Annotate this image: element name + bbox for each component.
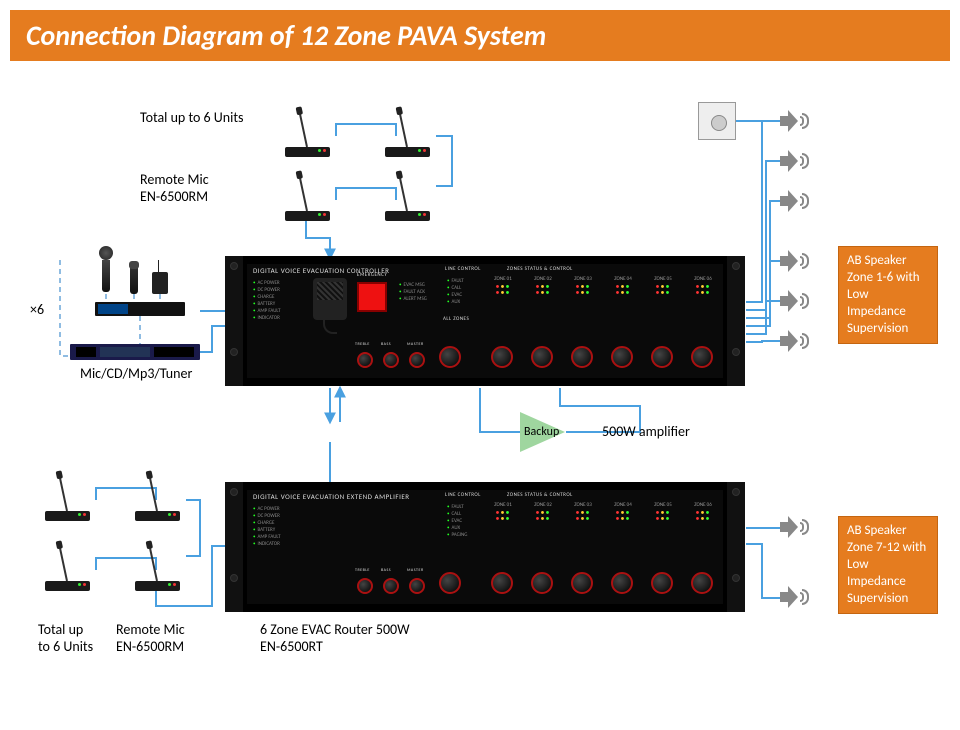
label-total-up-6-top: Total up to 6 Units (140, 110, 244, 127)
speaker-top-5 (780, 330, 810, 352)
amp-label: 500W amplifier (602, 424, 690, 441)
label-router: 6 Zone EVAC Router 500W EN-6500RT (260, 622, 410, 656)
zone-3: ZONE 04•••••• (603, 502, 643, 522)
speaker-bot-1 (780, 586, 810, 608)
wireless-bodypack-icon (152, 272, 168, 294)
label-remote-mic-bot: Remote Mic EN-6500RM (116, 622, 185, 656)
tuner-unit-icon (70, 344, 200, 360)
eq-knob-master[interactable] (409, 578, 425, 594)
zone-knob-4[interactable] (651, 346, 673, 368)
eq-knob-treble[interactable] (357, 578, 373, 594)
wireless-handheld-icon (130, 264, 138, 294)
zone-knob-1[interactable] (531, 572, 553, 594)
zone-knob-2[interactable] (571, 346, 593, 368)
zone-2: ZONE 03•••••• (563, 502, 603, 522)
rack-unit-router: DIGITAL VOICE EVACUATION EXTEND AMPLIFIE… (225, 482, 745, 612)
gooseneck-mic-top-1 (380, 102, 435, 157)
zone-4: ZONE 05•••••• (643, 276, 683, 296)
master-knob[interactable] (439, 346, 461, 368)
zone-0: ZONE 01•••••• (483, 502, 523, 522)
eq-knob-bass[interactable] (383, 352, 399, 368)
zone-knob-4[interactable] (651, 572, 673, 594)
line-control-label-2: LINE CONTROL (445, 492, 481, 498)
vocal-mic-icon (100, 246, 112, 292)
emergency-label: EMERGENCY (357, 272, 387, 278)
zone-knob-3[interactable] (611, 346, 633, 368)
backup-label: Backup (524, 425, 559, 439)
emergency-button[interactable] (357, 282, 387, 312)
gooseneck-mic-bot-0 (40, 466, 95, 521)
rack2-title: DIGITAL VOICE EVACUATION EXTEND AMPLIFIE… (253, 492, 410, 501)
line-control-label: LINE CONTROL (445, 266, 481, 272)
zone-0: ZONE 01•••••• (483, 276, 523, 296)
speaker-top-0 (780, 110, 810, 132)
label-remote-mic-top: Remote Mic EN-6500RM (140, 172, 209, 206)
gooseneck-mic-bot-3 (130, 536, 185, 591)
rack-unit-controller: DIGITAL VOICE EVACUATION CONTROLLER AC P… (225, 256, 745, 386)
gooseneck-mic-bot-1 (130, 466, 185, 521)
speaker-bot-0 (780, 516, 810, 538)
zone-knob-0[interactable] (491, 572, 513, 594)
zone-4: ZONE 05•••••• (643, 502, 683, 522)
gooseneck-mic-top-2 (280, 166, 335, 221)
zone-1: ZONE 02•••••• (523, 276, 563, 296)
callout-ab-top: AB Speaker Zone 1-6 with Low Impedance S… (838, 246, 938, 344)
zone-1: ZONE 02•••••• (523, 502, 563, 522)
label-mic-cd: Mic/CD/Mp3/Tuner (80, 366, 192, 383)
title-bar: Connection Diagram of 12 Zone PAVA Syste… (10, 10, 950, 61)
eq-knob-master[interactable] (409, 352, 425, 368)
speaker-top-3 (780, 250, 810, 272)
zone-knob-3[interactable] (611, 572, 633, 594)
zone-knob-5[interactable] (691, 572, 713, 594)
callout-ab-bot: AB Speaker Zone 7-12 with Low Impedance … (838, 516, 938, 614)
label-total-up-6-bot: Total up to 6 Units (38, 622, 93, 656)
eq-knob-bass[interactable] (383, 578, 399, 594)
speaker-top-4 (780, 290, 810, 312)
diagram-canvas: DIGITAL VOICE EVACUATION CONTROLLER AC P… (0, 66, 960, 730)
attenuator-panel (698, 102, 736, 140)
paging-handset-icon (313, 278, 347, 320)
gooseneck-mic-top-3 (380, 166, 435, 221)
zone-3: ZONE 04•••••• (603, 276, 643, 296)
master-knob-2[interactable] (439, 572, 461, 594)
zone-knob-0[interactable] (491, 346, 513, 368)
gooseneck-mic-bot-2 (40, 536, 95, 591)
zones-header: ZONES STATUS & CONTROL (507, 266, 573, 272)
allzones-label: ALL ZONES (443, 316, 469, 322)
zone-5: ZONE 06•••••• (683, 276, 723, 296)
zone-knob-5[interactable] (691, 346, 713, 368)
zone-5: ZONE 06•••••• (683, 502, 723, 522)
eq-knob-treble[interactable] (357, 352, 373, 368)
label-x6: ×6 (30, 302, 44, 319)
zones-header-2: ZONES STATUS & CONTROL (507, 492, 573, 498)
zone-knob-1[interactable] (531, 346, 553, 368)
wireless-receiver-icon (95, 302, 185, 316)
speaker-top-2 (780, 190, 810, 212)
zone-2: ZONE 03•••••• (563, 276, 603, 296)
gooseneck-mic-top-0 (280, 102, 335, 157)
zone-knob-2[interactable] (571, 572, 593, 594)
speaker-top-1 (780, 150, 810, 172)
